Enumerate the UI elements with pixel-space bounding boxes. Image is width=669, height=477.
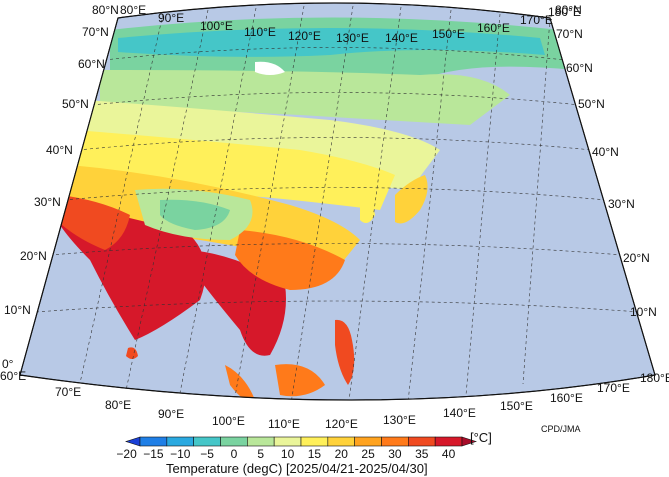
- lon-label-top: 170°E: [520, 13, 553, 27]
- lon-label-top: 100°E: [200, 19, 233, 33]
- colorbar-tick-label: 0: [231, 447, 238, 461]
- colorbar-unit: [°C]: [470, 430, 492, 445]
- lat-label-left: 0°: [2, 357, 14, 371]
- lon-label-top: 140°E: [385, 31, 418, 45]
- land-mid-band: [70, 130, 395, 210]
- lon-label-top: 130°E: [336, 31, 369, 45]
- lat-label-right: 10°N: [630, 305, 657, 319]
- colorbar-extend-low: [125, 436, 141, 447]
- colorbar-tick-label: 30: [388, 447, 402, 461]
- lat-label-left: 80°N: [92, 3, 119, 17]
- lon-label-bottom: 160°E: [550, 391, 583, 405]
- lon-labels-bottom: 60°E 70°E 80°E 90°E 100°E 110°E 120°E 13…: [0, 369, 669, 431]
- lat-label-right: 80°N: [555, 3, 582, 17]
- land-borneo: [275, 364, 325, 397]
- lon-label-top: 80°E: [120, 3, 146, 17]
- land-temperature-fields: [60, 17, 575, 400]
- lat-label-left: 50°N: [62, 97, 89, 111]
- credit-label: CPD/JMA: [541, 424, 581, 434]
- colorbar-cell: [247, 436, 275, 447]
- map-title: Temperature (degC) [2025/04/21-2025/04/3…: [166, 461, 428, 476]
- lat-label-left: 70°N: [82, 25, 109, 39]
- land-south-china: [235, 230, 345, 290]
- lon-label-bottom: 80°E: [105, 398, 131, 412]
- colorbar-tick-label: 5: [257, 447, 264, 461]
- lat-labels-right: 80°N 70°N 60°N 50°N 40°N 30°N 20°N 10°N: [555, 3, 657, 319]
- lon-label-bottom: 90°E: [158, 407, 184, 421]
- lon-label-bottom: 170°E: [597, 381, 630, 395]
- land-sri-lanka: [126, 347, 138, 359]
- land-siberia: [100, 70, 510, 125]
- lon-label-bottom: 100°E: [212, 414, 245, 428]
- lat-label-right: 60°N: [566, 61, 593, 75]
- lon-labels-top: 80°E 90°E 100°E 110°E 120°E 130°E 140°E …: [120, 3, 581, 45]
- colorbar-tick-label: −5: [200, 447, 214, 461]
- colorbar-tick-label: 20: [335, 447, 349, 461]
- lon-label-bottom: 60°E: [0, 369, 26, 383]
- lon-label-top: 150°E: [432, 27, 465, 41]
- lon-label-bottom: 180°E: [640, 371, 669, 385]
- land-korea: [360, 195, 375, 224]
- lat-label-right: 30°N: [608, 197, 635, 211]
- lat-label-right: 50°N: [578, 97, 605, 111]
- lon-label-bottom: 120°E: [325, 417, 358, 431]
- colorbar-tick-label: −20: [116, 447, 137, 461]
- lat-label-right: 70°N: [556, 27, 583, 41]
- lat-label-right: 40°N: [592, 145, 619, 159]
- lon-label-top: 160°E: [477, 21, 510, 35]
- colorbar-cell: [300, 436, 329, 447]
- colorbar-tick-label: 15: [308, 447, 322, 461]
- lat-label-left: 20°N: [20, 249, 47, 263]
- colorbar-tick-label: 35: [415, 447, 429, 461]
- land-siberia-nodata: [255, 61, 285, 75]
- colorbar-cell: [434, 436, 463, 447]
- land-tibet-core: [160, 199, 230, 230]
- colorbar-cell: [354, 436, 382, 447]
- land-arctic-coast: [118, 28, 545, 57]
- lon-label-bottom: 130°E: [383, 413, 416, 427]
- colorbar-tick-label: −15: [143, 447, 164, 461]
- lon-label-top: 110°E: [244, 25, 276, 39]
- colorbar-tick-label: −10: [170, 447, 191, 461]
- land-india-west: [60, 195, 130, 250]
- colorbar: −20 −15 −10 −5 0 5 10 15 20 25 30 35 40: [116, 436, 477, 461]
- colorbar-tick-label: 10: [281, 447, 295, 461]
- lon-label-top: 180°E: [548, 5, 581, 19]
- colorbar-cell: [166, 436, 194, 447]
- colorbar-cell: [220, 436, 248, 447]
- lat-label-left: 60°N: [78, 57, 105, 71]
- colorbar-cell: [139, 436, 168, 447]
- colorbar-cell: [327, 436, 355, 447]
- lat-label-left: 10°N: [4, 303, 31, 317]
- lon-label-bottom: 110°E: [268, 417, 300, 431]
- lat-label-right: 20°N: [623, 251, 650, 265]
- land-japan: [395, 175, 428, 224]
- lon-label-top: 90°E: [158, 11, 184, 25]
- colorbar-cell: [193, 436, 221, 447]
- colorbar-extend-high: [461, 436, 477, 447]
- lon-label-bottom: 70°E: [55, 385, 81, 399]
- lat-label-left: 40°N: [46, 143, 73, 157]
- land-sumatra: [225, 365, 255, 400]
- lat-labels-left: 0° 10°N 20°N 30°N 40°N 50°N 60°N 70°N 80…: [2, 3, 119, 371]
- colorbar-tick-label: 40: [442, 447, 456, 461]
- colorbar-cell: [408, 436, 436, 447]
- lon-label-bottom: 140°E: [443, 406, 476, 420]
- lon-label-top: 120°E: [288, 29, 321, 43]
- colorbar-cell: [381, 436, 409, 447]
- lat-label-left: 30°N: [34, 195, 61, 209]
- colorbar-tick-label: 25: [361, 447, 375, 461]
- lon-label-bottom: 150°E: [500, 399, 533, 413]
- colorbar-cell: [273, 436, 302, 447]
- land-philippines: [335, 319, 355, 385]
